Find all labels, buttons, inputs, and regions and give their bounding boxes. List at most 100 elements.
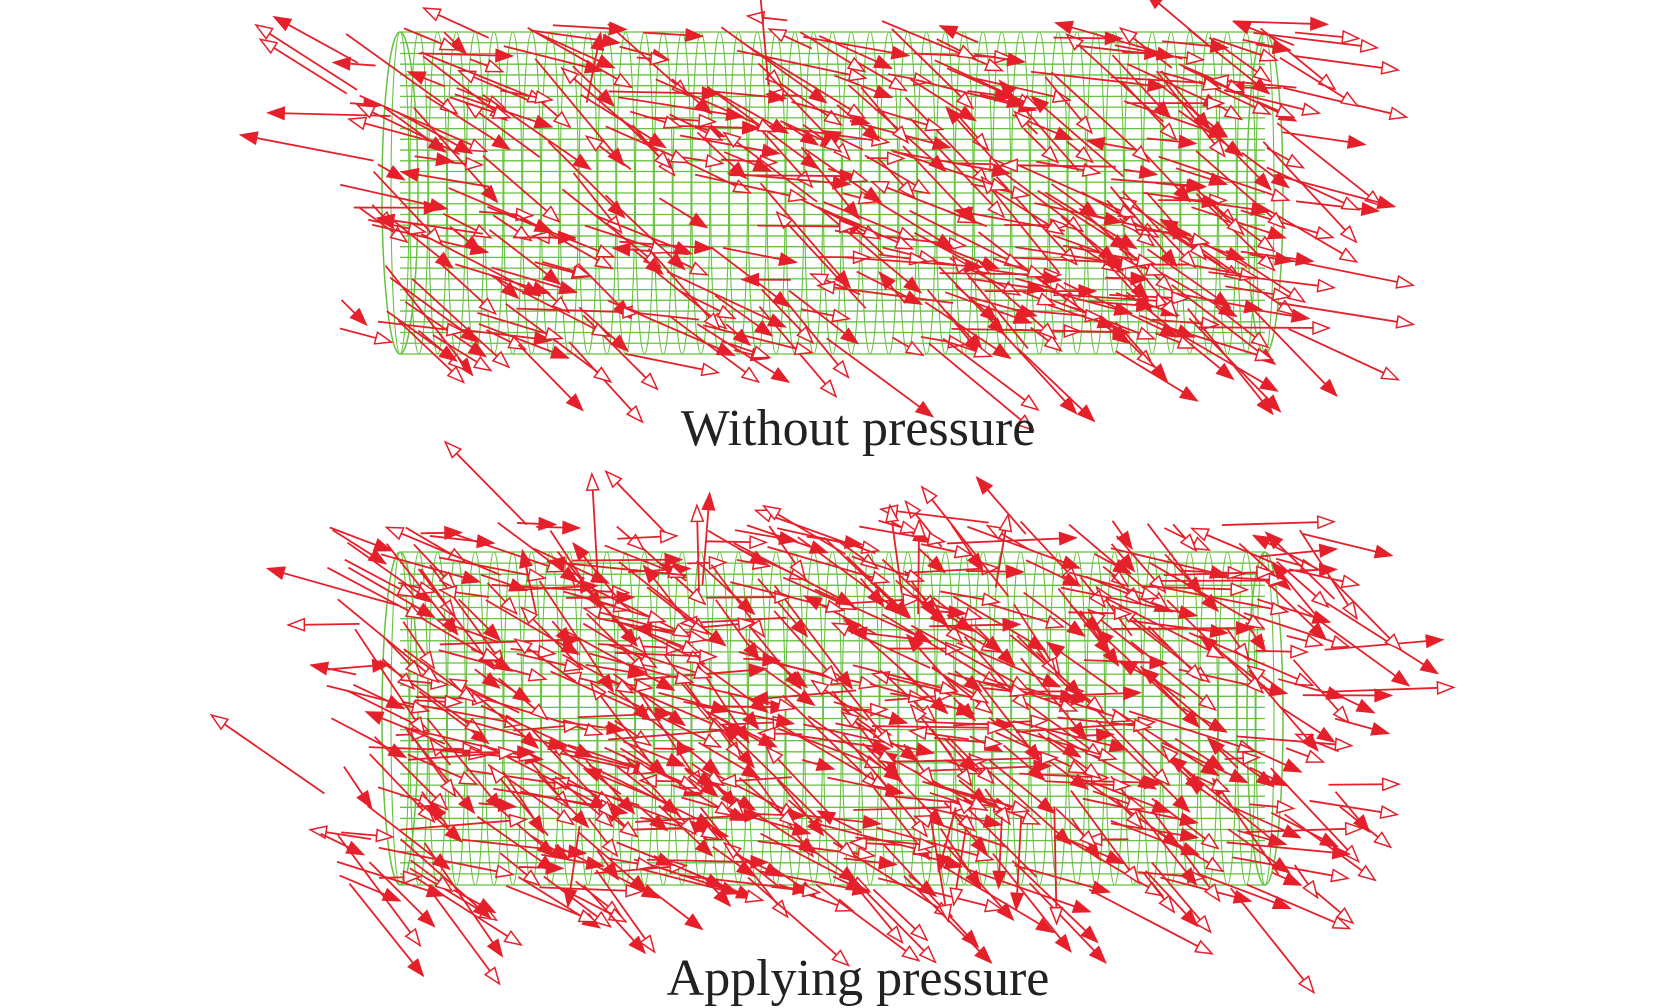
arrow-head bbox=[649, 813, 669, 832]
arrow-head bbox=[1130, 271, 1150, 286]
arrow-head bbox=[784, 670, 803, 691]
arrow-head bbox=[1132, 718, 1153, 733]
arrow-shaft bbox=[862, 742, 944, 826]
arrow-head bbox=[238, 131, 259, 146]
arrow-head bbox=[676, 741, 696, 757]
arrow-shaft bbox=[1150, 584, 1288, 613]
arrow-head bbox=[438, 345, 458, 362]
arrow-head bbox=[640, 883, 661, 899]
arrow-head bbox=[749, 535, 769, 550]
arrow-head bbox=[819, 379, 838, 399]
arrow-head bbox=[1290, 308, 1311, 323]
arrow-head bbox=[1312, 320, 1332, 336]
arrow-shaft bbox=[842, 256, 982, 268]
arrow-head bbox=[611, 242, 631, 257]
arrow-head bbox=[551, 295, 571, 314]
arrow-head bbox=[888, 711, 909, 726]
arrow-head bbox=[998, 512, 1013, 533]
arrow-head bbox=[443, 440, 463, 459]
arrow-head bbox=[1053, 126, 1074, 141]
arrow-head bbox=[911, 178, 932, 195]
arrow-head bbox=[1341, 29, 1361, 44]
arrow-shaft bbox=[1327, 575, 1402, 651]
arrow-shaft bbox=[881, 613, 1001, 686]
arrow-head bbox=[938, 903, 953, 924]
arrow-shaft bbox=[767, 546, 889, 583]
arrow-head bbox=[592, 910, 613, 928]
arrow-shaft bbox=[696, 323, 789, 383]
arrow-shaft bbox=[814, 588, 931, 643]
arrow-shaft bbox=[1155, 70, 1226, 157]
arrow-shaft bbox=[1236, 735, 1352, 747]
arrow-head bbox=[620, 628, 639, 648]
arrow-head bbox=[607, 147, 625, 167]
arrow-head bbox=[1176, 335, 1197, 349]
arrow-head bbox=[635, 856, 656, 871]
arrow-head bbox=[669, 149, 690, 164]
wire bbox=[1246, 551, 1284, 886]
arrow-head bbox=[999, 158, 1019, 173]
arrow-head bbox=[355, 104, 376, 119]
wire bbox=[522, 31, 542, 355]
arrow-shaft bbox=[336, 860, 445, 897]
arrow-head bbox=[1297, 975, 1316, 995]
arrow-head bbox=[694, 97, 713, 116]
arrow-shaft bbox=[680, 874, 810, 892]
arrow-head bbox=[638, 773, 658, 789]
wire bbox=[503, 31, 523, 355]
arrow-head bbox=[1318, 543, 1339, 558]
arrow-shaft bbox=[1279, 257, 1414, 287]
arrow-head bbox=[1380, 60, 1401, 75]
wire bbox=[1010, 551, 1031, 886]
arrow-head bbox=[716, 304, 737, 320]
arrow-shaft bbox=[882, 843, 979, 948]
arrow-head bbox=[491, 105, 512, 119]
arrow-head bbox=[1179, 812, 1199, 827]
arrow-head bbox=[1206, 96, 1226, 111]
arrow-head bbox=[1335, 906, 1355, 925]
wire bbox=[1067, 31, 1087, 355]
arrow-head bbox=[258, 38, 279, 55]
arrow-head bbox=[831, 308, 852, 323]
arrow-head bbox=[801, 883, 822, 898]
arrow-head bbox=[975, 475, 994, 495]
arrow-head bbox=[935, 233, 955, 250]
arrow-head bbox=[761, 143, 781, 158]
arrow-head bbox=[1263, 394, 1282, 413]
arrow-shaft bbox=[666, 270, 786, 328]
arrow-shaft bbox=[240, 134, 374, 162]
arrow-shaft bbox=[1015, 246, 1138, 267]
arrow-head bbox=[1266, 225, 1288, 240]
arrow-head bbox=[632, 729, 653, 747]
arrow-head bbox=[994, 87, 1014, 102]
arrow-shaft bbox=[852, 664, 958, 693]
arrow-head bbox=[1204, 856, 1225, 873]
arrow-head bbox=[1130, 281, 1150, 301]
arrow-head bbox=[945, 625, 964, 644]
arrow-head bbox=[1344, 821, 1364, 836]
arrow-head bbox=[345, 840, 366, 856]
arrow-head bbox=[407, 958, 425, 978]
arrow-shaft bbox=[769, 125, 889, 144]
arrow-head bbox=[1009, 683, 1030, 697]
arrow-shaft bbox=[527, 27, 632, 88]
arrow-head bbox=[389, 226, 409, 244]
arrow-shaft bbox=[955, 209, 1066, 232]
arrow-shaft bbox=[729, 581, 844, 612]
arrow-head bbox=[347, 116, 368, 131]
arrow-head bbox=[714, 800, 735, 817]
arrow-head bbox=[1076, 404, 1096, 423]
arrow-head bbox=[555, 809, 576, 826]
arrow-head bbox=[1305, 749, 1326, 763]
arrow-shaft bbox=[347, 541, 432, 603]
arrow-shaft bbox=[505, 303, 612, 383]
arrow-shaft bbox=[547, 140, 625, 218]
arrow-head bbox=[1340, 574, 1361, 589]
arrow-head bbox=[1125, 810, 1144, 830]
arrow-head bbox=[1045, 641, 1066, 659]
arrow-shaft bbox=[1130, 641, 1216, 711]
arrow-head bbox=[565, 393, 584, 412]
arrow-head bbox=[430, 792, 449, 811]
arrow-shaft bbox=[454, 93, 552, 128]
arrow-head bbox=[717, 773, 737, 788]
